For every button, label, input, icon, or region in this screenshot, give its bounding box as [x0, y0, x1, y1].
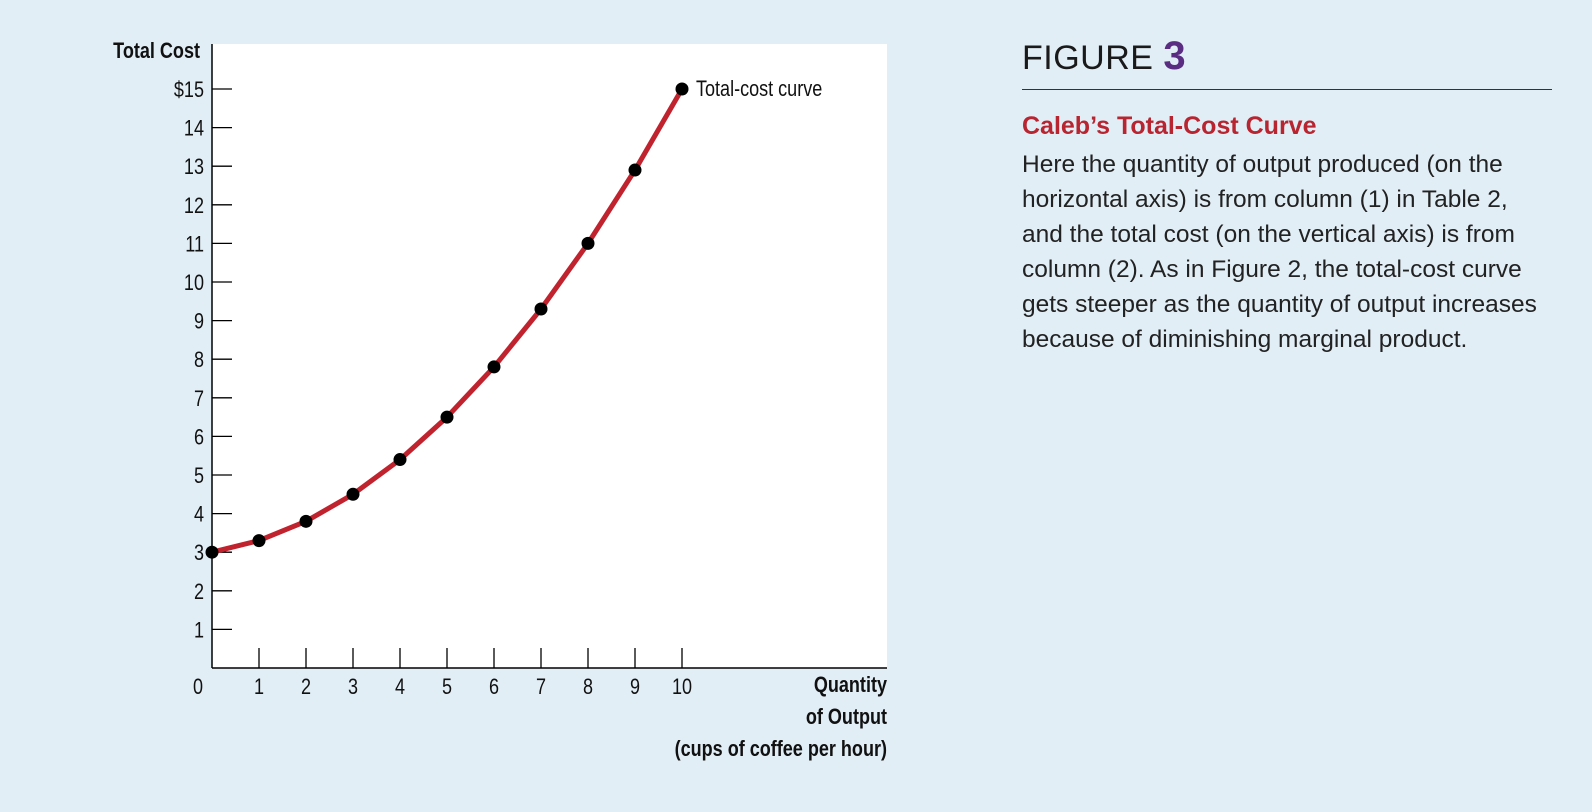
y-axis-label: Total Cost — [113, 39, 200, 63]
y-tick-label: 6 — [194, 426, 204, 450]
x-tick-label: 2 — [301, 675, 311, 699]
figure-label: FIGURE — [1022, 39, 1154, 77]
y-tick-label: 1 — [194, 619, 204, 643]
y-tick-label: 5 — [194, 464, 204, 488]
y-tick-label: 4 — [194, 503, 204, 527]
y-tick-label: 14 — [184, 117, 204, 141]
data-point — [534, 302, 548, 316]
data-point — [487, 360, 501, 374]
y-tick-label: 8 — [194, 349, 204, 373]
y-tick-label: 13 — [184, 156, 204, 180]
x-ticks: 0 1 2 3 4 5 6 7 8 9 10 — [193, 648, 692, 699]
x-tick-label: 8 — [583, 675, 593, 699]
x-axis-label-line: Quantity — [814, 673, 888, 697]
y-tick-label: 9 — [194, 310, 204, 334]
figure-caption: Here the quantity of output produced (on… — [1022, 151, 1537, 353]
data-point — [440, 410, 454, 424]
figure-title: Caleb’s Total-Cost Curve — [1022, 112, 1317, 140]
data-point — [393, 453, 407, 467]
x-tick-label: 4 — [395, 675, 405, 699]
y-tick-label: 2 — [194, 580, 204, 604]
x-tick-label: 1 — [254, 675, 264, 699]
figure-sidebar: FIGURE 3 Caleb’s Total-Cost Curve Here t… — [1022, 34, 1562, 357]
x-axis-label: Quantity of Output (cups of coffee per hou… — [675, 673, 888, 761]
data-point — [628, 163, 642, 177]
data-points — [205, 82, 689, 559]
plot-area — [212, 44, 887, 668]
curve-annotation: Total-cost curve — [696, 77, 822, 101]
x-tick-label: 0 — [193, 675, 203, 699]
y-tick-label: 10 — [184, 271, 204, 295]
y-tick-label: 12 — [184, 194, 204, 218]
data-point — [252, 534, 266, 548]
x-tick-label: 5 — [442, 675, 452, 699]
y-tick-label: 3 — [194, 542, 204, 566]
x-tick-label: 6 — [489, 675, 499, 699]
x-axis-label-line: of Output — [806, 705, 887, 729]
y-tick-label: $15 — [174, 78, 204, 102]
x-tick-label: 3 — [348, 675, 358, 699]
figure-number: 3 — [1163, 34, 1187, 78]
figure-heading: FIGURE 3 — [1022, 34, 1552, 90]
x-tick-label: 10 — [672, 675, 692, 699]
y-tick-label: 7 — [194, 387, 204, 411]
data-point — [205, 545, 219, 559]
y-ticks: $15 14 13 12 11 10 9 8 7 6 5 4 3 2 1 — [174, 78, 232, 643]
x-tick-label: 9 — [630, 675, 640, 699]
x-axis-label-line: (cups of coffee per hour) — [675, 737, 887, 761]
data-point — [581, 236, 595, 250]
data-point — [299, 514, 313, 528]
x-tick-label: 7 — [536, 675, 546, 699]
data-point — [346, 487, 360, 501]
data-point — [675, 82, 689, 96]
y-tick-label: 11 — [185, 233, 204, 257]
